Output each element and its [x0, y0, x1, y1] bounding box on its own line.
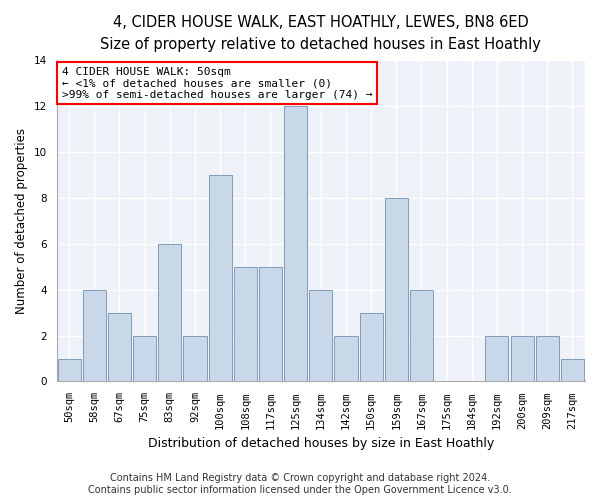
Bar	[158, 244, 181, 382]
Bar	[108, 312, 131, 382]
Bar	[359, 312, 383, 382]
Bar	[385, 198, 408, 382]
Bar	[485, 336, 508, 382]
Bar	[536, 336, 559, 382]
Bar	[259, 267, 282, 382]
Bar	[83, 290, 106, 382]
Bar	[410, 290, 433, 382]
Bar	[133, 336, 156, 382]
Title: 4, CIDER HOUSE WALK, EAST HOATHLY, LEWES, BN8 6ED
Size of property relative to d: 4, CIDER HOUSE WALK, EAST HOATHLY, LEWES…	[100, 15, 541, 52]
Text: 4 CIDER HOUSE WALK: 50sqm
← <1% of detached houses are smaller (0)
>99% of semi-: 4 CIDER HOUSE WALK: 50sqm ← <1% of detac…	[62, 66, 373, 100]
Y-axis label: Number of detached properties: Number of detached properties	[15, 128, 28, 314]
Bar	[184, 336, 206, 382]
Bar	[309, 290, 332, 382]
Bar	[284, 106, 307, 382]
X-axis label: Distribution of detached houses by size in East Hoathly: Distribution of detached houses by size …	[148, 437, 494, 450]
Bar	[561, 358, 584, 382]
Bar	[511, 336, 533, 382]
Text: Contains HM Land Registry data © Crown copyright and database right 2024.
Contai: Contains HM Land Registry data © Crown c…	[88, 474, 512, 495]
Bar	[233, 267, 257, 382]
Bar	[334, 336, 358, 382]
Bar	[58, 358, 80, 382]
Bar	[209, 175, 232, 382]
